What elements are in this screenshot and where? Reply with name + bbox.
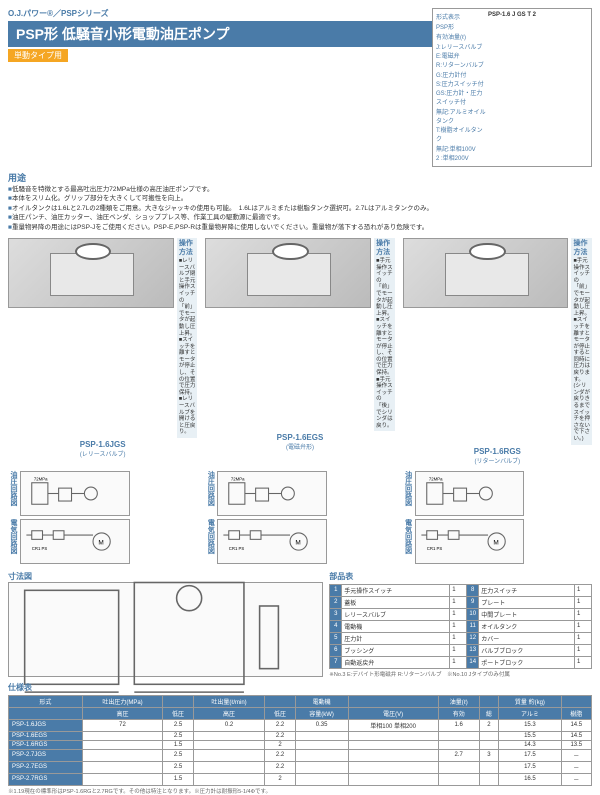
svg-text:CR1 PS: CR1 PS [32,546,48,551]
diagram-column: 油圧回路図72MPa電気回路図MCR1 PS [403,471,592,567]
model-spec-box: 形式表示PSP-1.6 J GS T 2 PSP形有効油量(ℓ)J:レリースバル… [432,8,592,167]
svg-text:CR1 PS: CR1 PS [229,546,245,551]
product-subtitle: (電磁弁形) [205,442,394,451]
svg-text:72MPa: 72MPa [429,476,443,481]
svg-text:M: M [296,539,301,546]
product-subtitle: (レリースバルブ) [8,449,197,458]
parts-header: 部品表 [329,571,592,582]
svg-text:72MPa: 72MPa [34,476,48,481]
spec-note: ※1.19現在の標準形はPSP-1.6RGと2.7RGです。その他は特注となりま… [8,787,592,795]
operation-text: 操作方法■レリースバルブ閉と手元操作スイッチの「前」でモータが起動し圧上昇。■ス… [177,238,198,438]
product-subtitle: (リターンバルブ) [403,456,592,465]
page-title: PSP形 低騒音小形電動油圧ポンプ [8,21,432,47]
product-card: 操作方法■手元操作スイッチの「前」でモータが起動し圧上昇。■スイッチを離すとモー… [403,238,592,464]
parts-row: 7自動返戻弁114ポートブロック1 [330,656,592,668]
series-label: O.J.パワー®／PSPシリーズ [8,8,432,19]
product-image [205,238,371,308]
usage-item: ■低騒音を特徴とする最高吐出圧力72MPa仕様の高圧油圧ポンプです。 [8,186,592,194]
parts-row: 1手元操作スイッチ18圧力スイッチ1 [330,584,592,596]
product-name: PSP-1.6JGS [8,440,197,449]
usage-header: 用途 [8,171,592,184]
product-card: 操作方法■レリースバルブ閉と手元操作スイッチの「前」でモータが起動し圧上昇。■ス… [8,238,197,464]
svg-text:M: M [98,539,103,546]
hydraulic-diagram: 72MPa [217,471,327,516]
usage-item: ■重量物昇降の用途にはPSP-Jをご使用ください。PSP-E,PSP-Rは重量物… [8,224,592,232]
electric-diagram: M CR1 PS [217,519,327,564]
product-image [403,238,569,308]
diagram-column: 油圧回路図72MPa電気回路図MCR1 PS [205,471,394,567]
spec-row: PSP-2.7JGS2.52.22.7317.5－ [9,749,592,761]
spec-row: PSP-1.6JGS722.50.22.20.35単相100 単相2001.62… [9,719,592,731]
svg-text:M: M [493,539,498,546]
model-header: 形式表示 [436,12,486,21]
spec-row: PSP-1.6EGS2.52.215.514.5 [9,731,592,740]
parts-note: ※No.3 E:デバイト形電磁弁 R:リターンバルブ ※No.10 Jタイプのみ… [329,670,592,678]
svg-text:72MPa: 72MPa [231,476,245,481]
electric-diagram: M CR1 PS [415,519,525,564]
parts-row: 3レリースバルブ110中間プレート1 [330,608,592,620]
product-image [8,238,174,308]
hydraulic-diagram: 72MPa [415,471,525,516]
spec-row: PSP-2.7EGS2.52.217.5－ [9,761,592,773]
product-name: PSP-1.6EGS [205,433,394,442]
parts-row: 2蓋板19プレート1 [330,596,592,608]
usage-item: ■本体をスリム化。グリップ部分を大きくして可搬性を向上。 [8,195,592,203]
model-code: PSP-1.6 J GS T 2 [488,12,536,21]
usage-item: ■オイルタンクは1.6Lと2.7Lの2種類をご用意。大きなジャッキの使用も可能。… [8,205,592,213]
parts-row: 6ブッシング113バルブブロック1 [330,644,592,656]
spec-row: PSP-2.7RGS1.5216.5－ [9,773,592,785]
parts-table: 1手元操作スイッチ18圧力スイッチ12蓋板19プレート13レリースバルブ110中… [329,584,592,669]
operation-text: 操作方法■手元操作スイッチの「前」でモータが起動し圧上昇。■スイッチを離すとモー… [571,238,592,444]
operation-text: 操作方法■手元操作スイッチの「前」でモータが起動し圧上昇。■スイッチを離すとモー… [374,238,395,431]
hydraulic-diagram: 72MPa [20,471,130,516]
parts-row: 4電動機111オイルタンク1 [330,620,592,632]
dimension-diagram [8,582,323,677]
product-card: 操作方法■手元操作スイッチの「前」でモータが起動し圧上昇。■スイッチを離すとモー… [205,238,394,464]
electric-diagram: M CR1 PS [20,519,130,564]
diagram-column: 油圧回路図72MPa電気回路図MCR1 PS [8,471,197,567]
subtitle-badge: 単動タイプ用 [8,49,68,62]
spec-table: 形式吐出圧力(MPa)吐出量(ℓ/min)電動機油量(ℓ)質量 約(kg)高圧低… [8,695,592,786]
spec-row: PSP-1.6RGS1.5214.313.5 [9,740,592,749]
parts-row: 5圧力計112カバー1 [330,632,592,644]
svg-text:CR1 PS: CR1 PS [426,546,442,551]
usage-item: ■油圧パンチ、油圧カッター、油圧ベンダ、ショッププレス等、作業工具の駆動源に最適… [8,214,592,222]
product-name: PSP-1.6RGS [403,447,592,456]
